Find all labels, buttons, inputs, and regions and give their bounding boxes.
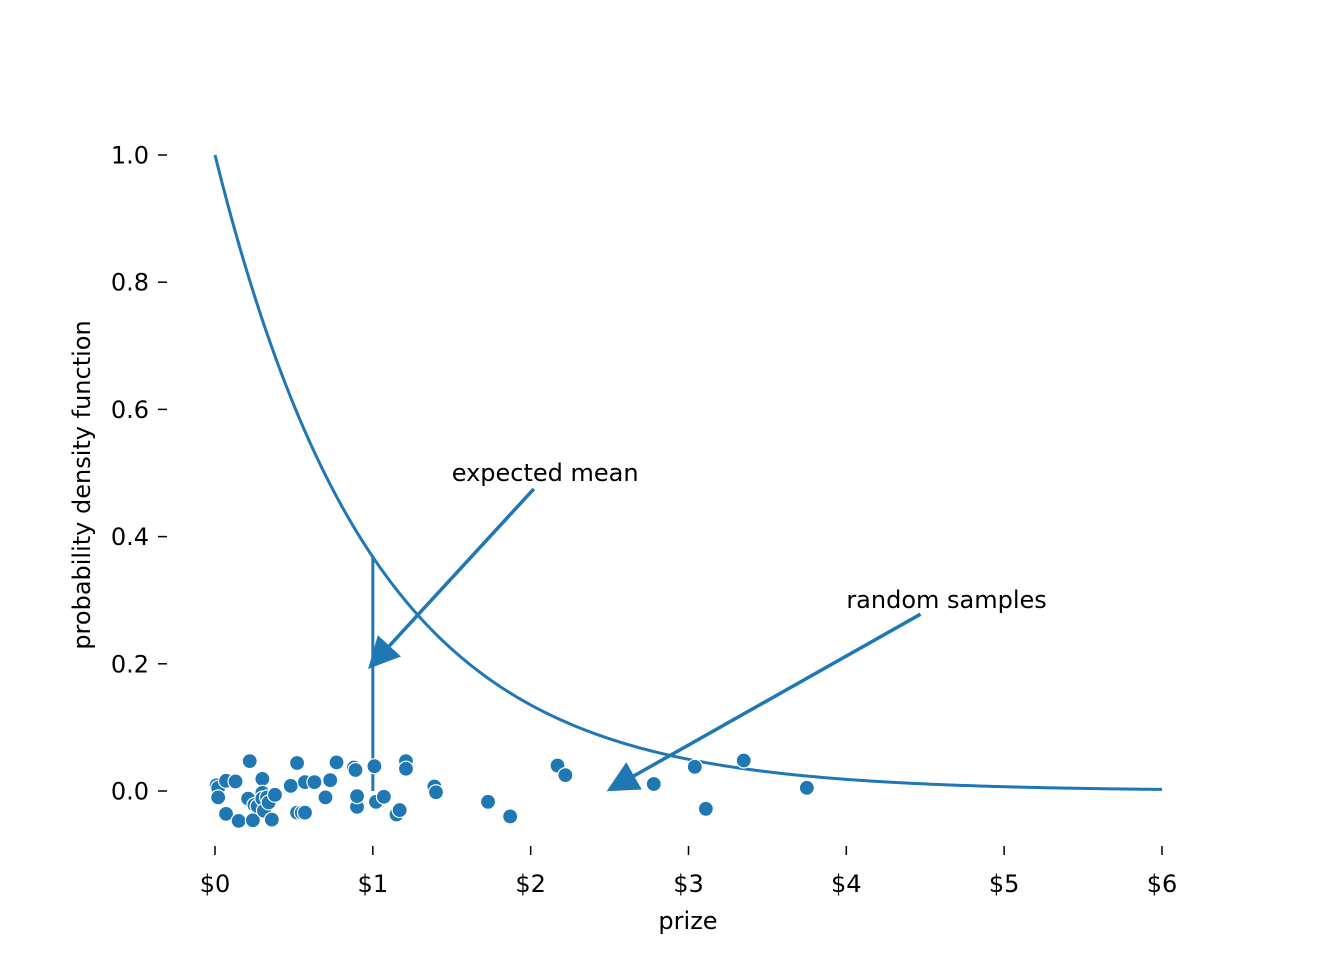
scatter-point <box>502 808 519 825</box>
scatter-point <box>645 775 662 793</box>
scatter-point <box>735 752 752 769</box>
x-tick-label: $3 <box>673 870 704 898</box>
scatter-point <box>366 758 383 775</box>
y-tick-label: 0.0 <box>111 778 149 806</box>
scatter-point <box>282 777 299 795</box>
annotation-label: expected mean <box>452 459 639 487</box>
scatter-point <box>328 754 345 771</box>
scatter-point <box>241 753 258 770</box>
scatter-point <box>557 766 574 784</box>
scatter-point <box>217 805 235 823</box>
y-axis-title: probability density function <box>68 320 96 649</box>
scatter-point <box>317 789 334 806</box>
scatter-point <box>375 788 392 805</box>
scatter-point <box>230 812 247 829</box>
scatter-points <box>208 752 815 829</box>
scatter-point <box>348 787 366 805</box>
annotation-arrow <box>606 612 922 792</box>
y-tick-label: 1.0 <box>111 142 149 170</box>
x-axis: $0 $1 $2 $3 $4 $5 $6 <box>200 846 1178 898</box>
scatter-point <box>263 811 280 828</box>
x-tick-label: $4 <box>831 870 862 898</box>
plot-area: expected mean random samples <box>208 154 1162 829</box>
scatter-point <box>798 779 815 796</box>
scatter-point <box>479 793 497 810</box>
scatter-point <box>254 770 271 788</box>
x-tick-label: $1 <box>358 870 389 898</box>
y-tick-label: 0.8 <box>111 269 149 297</box>
x-tick-label: $6 <box>1147 870 1178 898</box>
scatter-point <box>296 804 314 821</box>
y-tick-label: 0.4 <box>111 523 149 551</box>
y-tick-label: 0.6 <box>111 396 149 424</box>
scatter-point <box>306 773 323 791</box>
scatter-point <box>391 801 408 819</box>
scatter-point <box>322 772 339 789</box>
scatter-point <box>227 773 244 790</box>
annotation-arrow <box>368 487 536 669</box>
x-tick-label: $5 <box>989 870 1020 898</box>
scatter-point <box>288 754 306 772</box>
scatter-point <box>686 758 703 775</box>
scatter-point <box>397 760 415 777</box>
scatter-point <box>210 789 227 806</box>
y-tick-label: 0.2 <box>111 650 149 678</box>
scatter-point <box>427 784 445 801</box>
x-tick-label: $0 <box>200 870 231 898</box>
y-axis: 0.0 0.2 0.4 0.6 0.8 1.0 <box>111 142 167 806</box>
x-axis-title: prize <box>658 907 717 935</box>
scatter-point <box>697 800 714 817</box>
x-tick-label: $2 <box>515 870 546 898</box>
pdf-curve <box>213 154 1162 791</box>
annotation-label: random samples <box>846 586 1046 614</box>
scatter-point <box>266 786 284 803</box>
scatter-point <box>347 761 364 779</box>
annotations: expected mean random samples <box>368 459 1047 792</box>
